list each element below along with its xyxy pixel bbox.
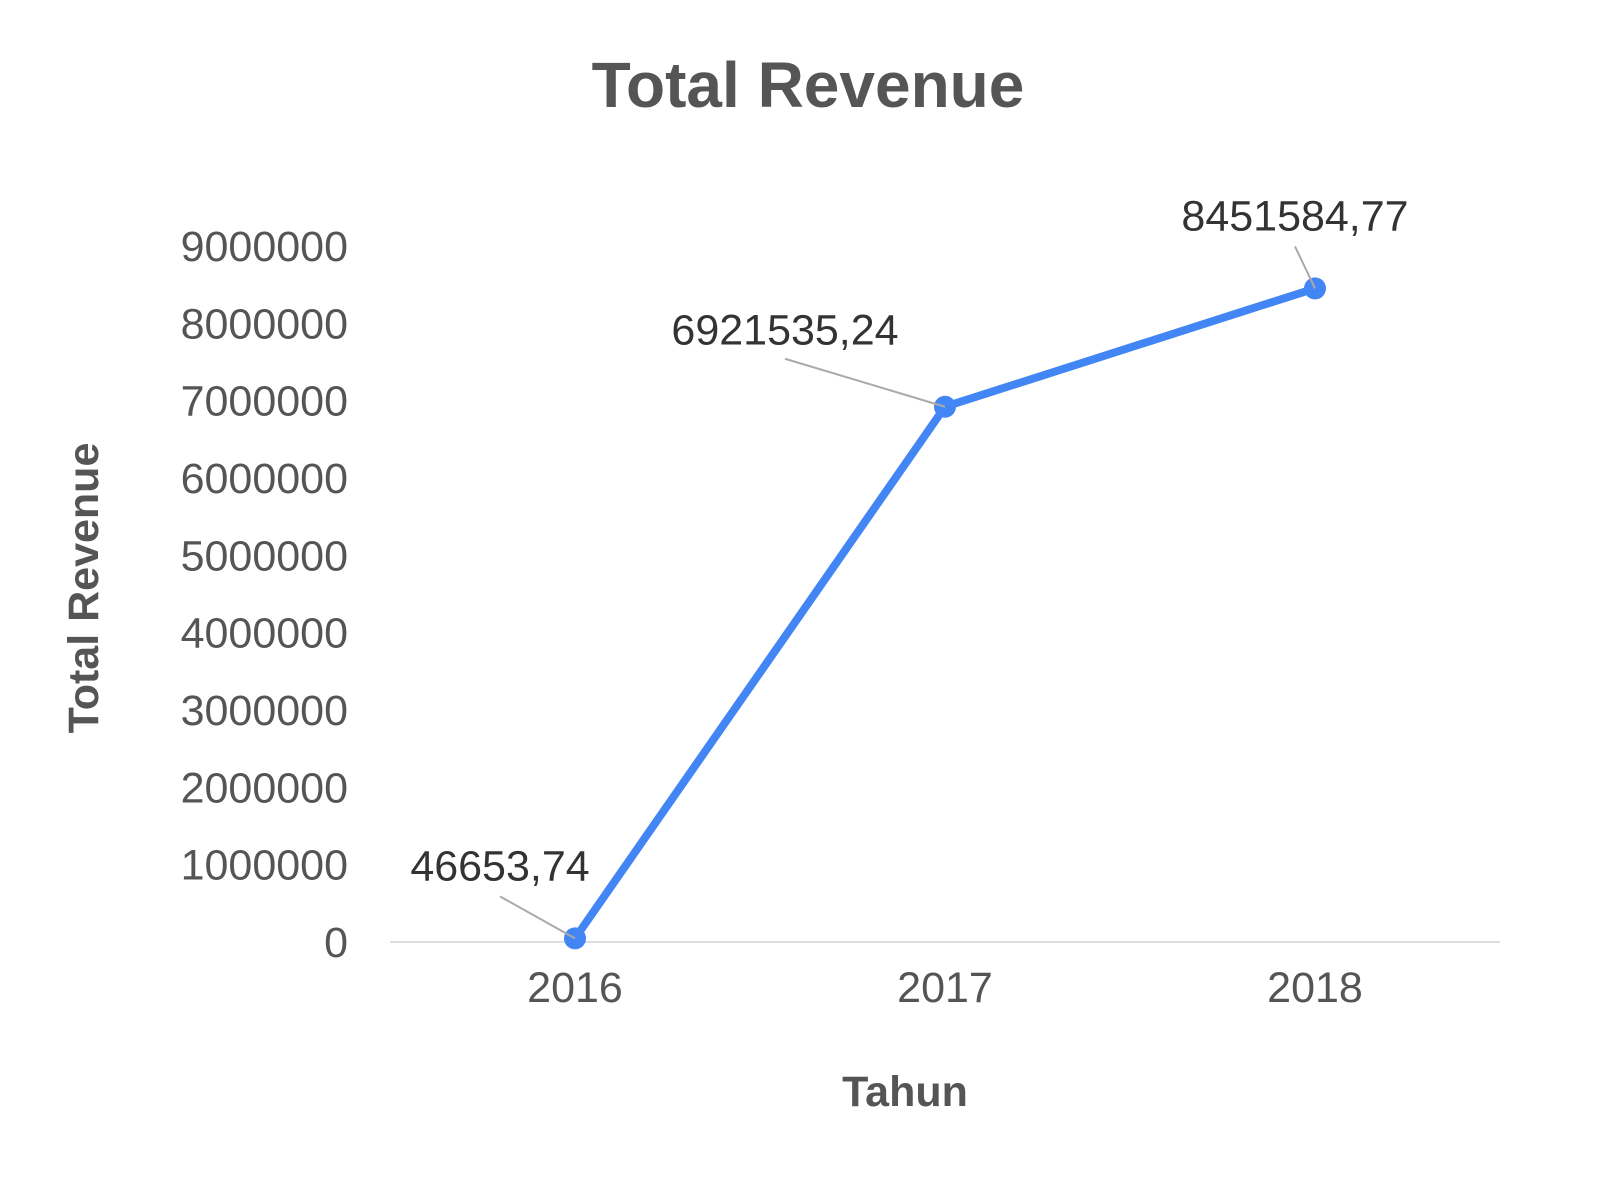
y-tick-label: 2000000: [181, 764, 348, 812]
y-tick-label: 3000000: [181, 687, 348, 735]
data-label: 6921535,24: [671, 307, 898, 355]
chart-title: Total Revenue: [592, 49, 1025, 121]
data-label: 46653,74: [410, 842, 589, 890]
series-layer: [564, 277, 1326, 950]
series-line: [571, 284, 1319, 943]
x-axis-ticks: 2016 2017 2018: [527, 964, 1363, 1012]
x-tick-label: 2016: [527, 964, 623, 1012]
data-label: 8451584,77: [1181, 192, 1408, 240]
y-tick-label: 9000000: [181, 223, 348, 271]
data-label-leader: [784, 357, 946, 408]
y-tick-label: 1000000: [181, 842, 348, 890]
y-tick-label: 6000000: [181, 455, 348, 503]
x-axis-title: Tahun: [842, 1068, 968, 1116]
data-label-leader: [1294, 245, 1316, 289]
data-labels: 46653,74 6921535,24 8451584,77: [410, 192, 1409, 940]
y-axis-title: Total Revenue: [60, 443, 108, 734]
data-label-leader: [499, 895, 576, 940]
x-tick-label: 2017: [897, 964, 993, 1012]
y-tick-label: 0: [324, 919, 348, 967]
y-tick-label: 8000000: [181, 300, 348, 348]
y-tick-label: 7000000: [181, 378, 348, 426]
x-tick-label: 2018: [1267, 964, 1363, 1012]
y-tick-label: 5000000: [181, 532, 348, 580]
y-axis-ticks: 0 1000000 2000000 3000000 4000000 5000000 6000…: [181, 223, 348, 967]
y-tick-label: 4000000: [181, 610, 348, 658]
